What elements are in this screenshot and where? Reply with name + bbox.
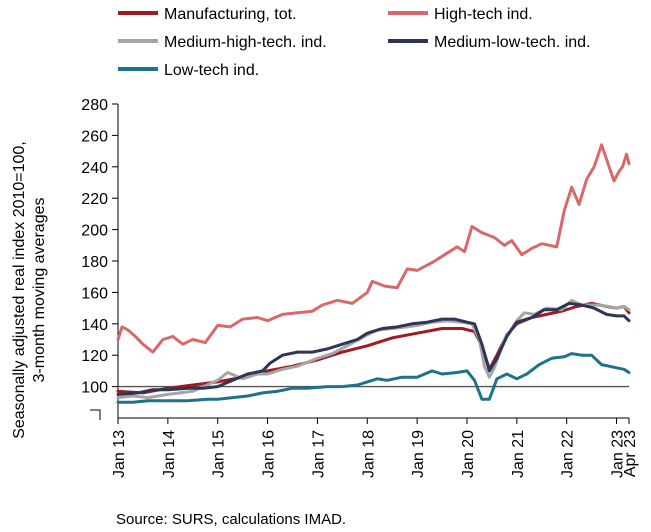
y-tick-label: 200 [81, 223, 108, 240]
legend-label: High-tech ind. [434, 6, 533, 23]
y-tick-label: 140 [81, 317, 108, 334]
x-tick-label: Jan 19 [410, 430, 427, 478]
y-tick-label: 100 [81, 380, 108, 397]
y-axis: 100 120 140 160 180 200 220 240 260 280 [81, 97, 119, 420]
plot-area [116, 143, 631, 404]
y-tick-label: 120 [81, 348, 108, 365]
legend-label: Manufacturing, tot. [164, 6, 297, 23]
y-axis-title-line-2: 3-month moving averages [31, 198, 48, 383]
y-tick-label: 180 [81, 254, 108, 271]
legend-label: Low-tech ind. [164, 62, 259, 79]
x-tick-label: Jan 17 [310, 430, 327, 478]
axis-break-marker [90, 409, 101, 420]
series-line-5 [116, 352, 631, 404]
legend-label: Medium-high-tech. ind. [164, 34, 327, 51]
y-tick-label: 280 [81, 97, 108, 114]
series-line-2 [116, 143, 631, 354]
y-axis-title-line-1: Seasonally adjusted real index 2010=100, [11, 141, 28, 439]
x-tick-label: Jan 18 [360, 430, 377, 478]
x-tick-label: Jan 16 [261, 430, 278, 478]
y-tick-label: 160 [81, 285, 108, 302]
x-tick-label: Jan 23 [610, 430, 627, 478]
x-tick-label: Jan 14 [161, 430, 178, 478]
chart-legend: Manufacturing, tot. High-tech ind. Medium-… [118, 6, 591, 79]
x-tick-label: Jan 13 [111, 430, 128, 478]
x-tick-label: Jan 21 [510, 430, 527, 478]
x-tick-label: Apr 23 [622, 430, 639, 477]
x-tick-label: Jan 15 [211, 430, 228, 478]
source-note: Source: SURS, calculations IMAD. [116, 511, 346, 528]
y-axis-title: Seasonally adjusted real index 2010=100,… [11, 141, 48, 439]
series-line-3 [116, 298, 631, 400]
y-tick-label: 220 [81, 191, 108, 208]
x-tick-label: Jan 20 [460, 430, 477, 478]
x-axis: Jan 13 Jan 14 Jan 15 Jan 16 Jan 17 Jan 18 Jan … [111, 417, 639, 478]
y-tick-label: 260 [81, 128, 108, 145]
x-tick-label: Jan 22 [560, 430, 577, 478]
legend-label: Medium-low-tech. ind. [434, 34, 591, 51]
series-line-4 [116, 301, 631, 396]
y-tick-label: 240 [81, 160, 108, 177]
